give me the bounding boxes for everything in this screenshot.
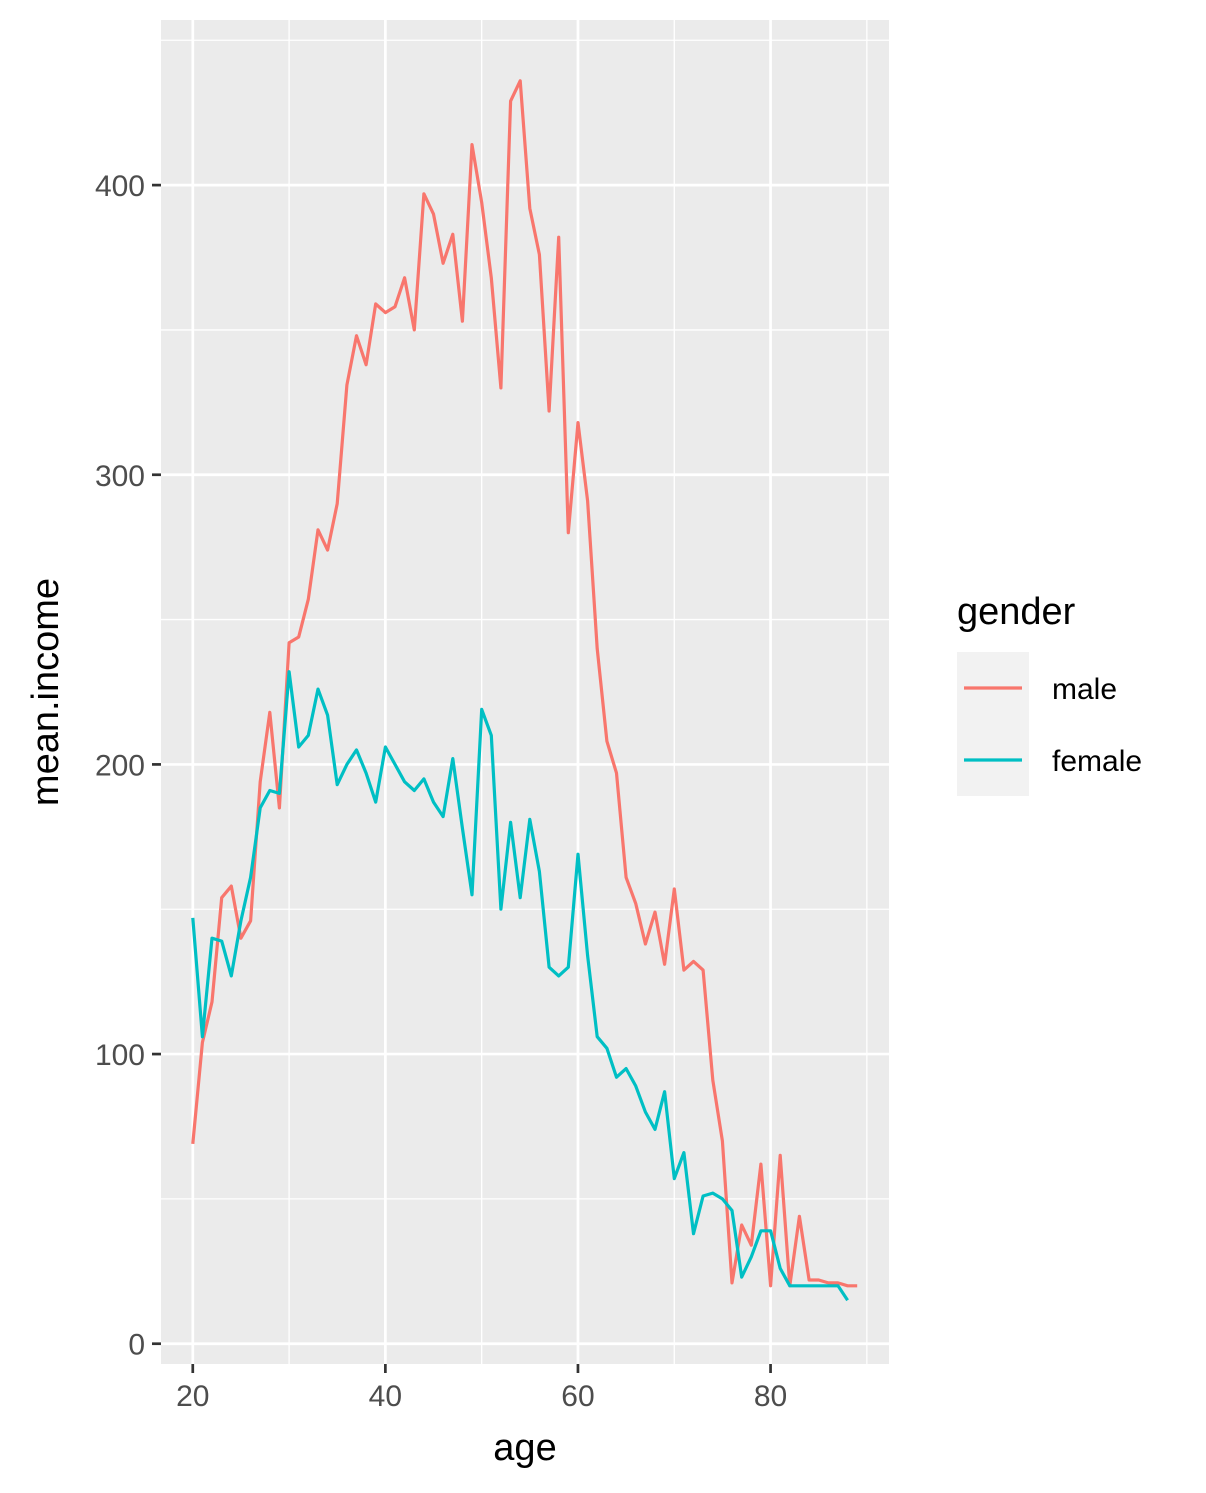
legend-items: male female <box>964 673 1142 778</box>
series-lines <box>191 79 858 1302</box>
y-tick-label: 200 <box>95 749 145 782</box>
x-tick-label: 60 <box>561 1380 594 1413</box>
series-line-female <box>191 670 849 1302</box>
y-tick-label: 300 <box>95 460 145 493</box>
y-tick-label: 400 <box>95 170 145 203</box>
minor-gridlines <box>161 20 889 1364</box>
y-tick-label: 0 <box>128 1329 145 1362</box>
y-axis-title: mean.income <box>25 578 67 806</box>
legend: gender male female <box>957 591 1142 796</box>
legend-label-female: female <box>1052 745 1142 778</box>
x-tick-label: 20 <box>176 1380 209 1413</box>
legend-label-male: male <box>1052 673 1117 706</box>
x-tick-label: 80 <box>754 1380 787 1413</box>
x-tick-label: 40 <box>369 1380 402 1413</box>
y-tick-labels: 0 100 200 300 400 <box>95 170 145 1362</box>
x-axis-title: age <box>493 1427 556 1469</box>
x-tick-labels: 20 40 60 80 <box>176 1380 787 1413</box>
y-tick-label: 100 <box>95 1039 145 1072</box>
panel-background <box>161 20 889 1364</box>
legend-key-background <box>957 652 1029 796</box>
axis-ticks <box>152 183 772 1373</box>
series-line-male <box>191 79 858 1288</box>
legend-title: gender <box>957 591 1076 633</box>
